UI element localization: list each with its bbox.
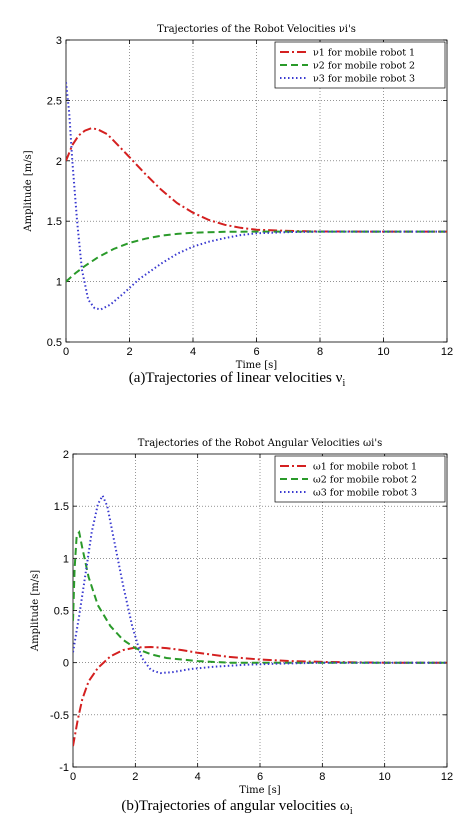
y-tick-label: -0.5 [50, 710, 69, 722]
x-tick-label: 0 [63, 346, 69, 358]
x-tick-label: 4 [195, 771, 201, 783]
x-tick-label: 12 [441, 346, 453, 358]
y-tick-label: 2 [63, 449, 69, 461]
legend: ν1 for mobile robot 1 ν2 for mobile robot… [274, 41, 446, 89]
y-tick-label: 0.5 [47, 337, 62, 349]
x-tick-label: 2 [132, 771, 138, 783]
series-line-2 [73, 530, 447, 664]
y-tick-label: -1 [59, 762, 69, 774]
y-tick-label: 0.5 [54, 606, 69, 618]
legend-entry: ω3 for mobile robot 3 [313, 488, 417, 499]
y-tick-label: 2.5 [47, 95, 62, 107]
x-tick-label: 8 [317, 346, 323, 358]
y-tick-label: 3 [56, 35, 62, 47]
chart-title: Trajectories of the Robot Angular Veloci… [138, 438, 382, 449]
chart-a: 0 2 4 6 8 10 12 0.5 1 1.5 2 2.5 3 Trajectories of the… [23, 24, 453, 371]
y-tick-label: 0 [63, 658, 69, 670]
y-tick-label: 1 [56, 277, 62, 289]
legend-entry: ω2 for mobile robot 2 [313, 475, 417, 486]
caption-a: (a)Trajectories of linear velocities νi [128, 370, 346, 389]
legend-entry: ν3 for mobile robot 3 [313, 74, 415, 85]
legend-entry: ν2 for mobile robot 2 [313, 61, 415, 72]
x-tick-label: 0 [70, 771, 76, 783]
series-line-1 [73, 645, 447, 747]
series-line-1 [66, 127, 447, 233]
legend-entry: ω1 for mobile robot 1 [313, 462, 417, 473]
chart-title: Trajectories of the Robot Velocities νi'… [157, 24, 356, 35]
x-tick-label: 6 [253, 346, 259, 358]
chart-b: 0 2 4 6 8 10 12 -1 -0.5 0 0.5 1 1.5 2 Trajectories of … [30, 438, 453, 796]
y-axis-label: Amplitude [m/s] [30, 570, 41, 652]
x-tick-label: 2 [126, 346, 132, 358]
x-tick-label: 6 [257, 771, 263, 783]
x-tick-label: 10 [377, 346, 389, 358]
x-tick-label: 12 [441, 771, 453, 783]
y-tick-label: 1.5 [47, 216, 62, 228]
y-tick-label: 2 [56, 156, 62, 168]
legend: ω1 for mobile robot 1 ω2 for mobile robot… [274, 455, 446, 503]
caption-b: (b)Trajectories of angular velocities ωi [121, 798, 353, 817]
x-tick-label: 8 [319, 771, 325, 783]
series-line-3 [66, 82, 447, 311]
legend-entry: ν1 for mobile robot 1 [313, 48, 415, 59]
x-axis-label: Time [s] [236, 360, 277, 371]
x-tick-label: 4 [190, 346, 196, 358]
x-tick-label: 10 [379, 771, 391, 783]
y-axis-label: Amplitude [m/s] [23, 150, 34, 232]
y-tick-label: 1 [63, 553, 69, 565]
series-line-2 [66, 230, 447, 283]
y-tick-label: 1.5 [54, 501, 69, 513]
x-axis-label: Time [s] [239, 785, 280, 796]
